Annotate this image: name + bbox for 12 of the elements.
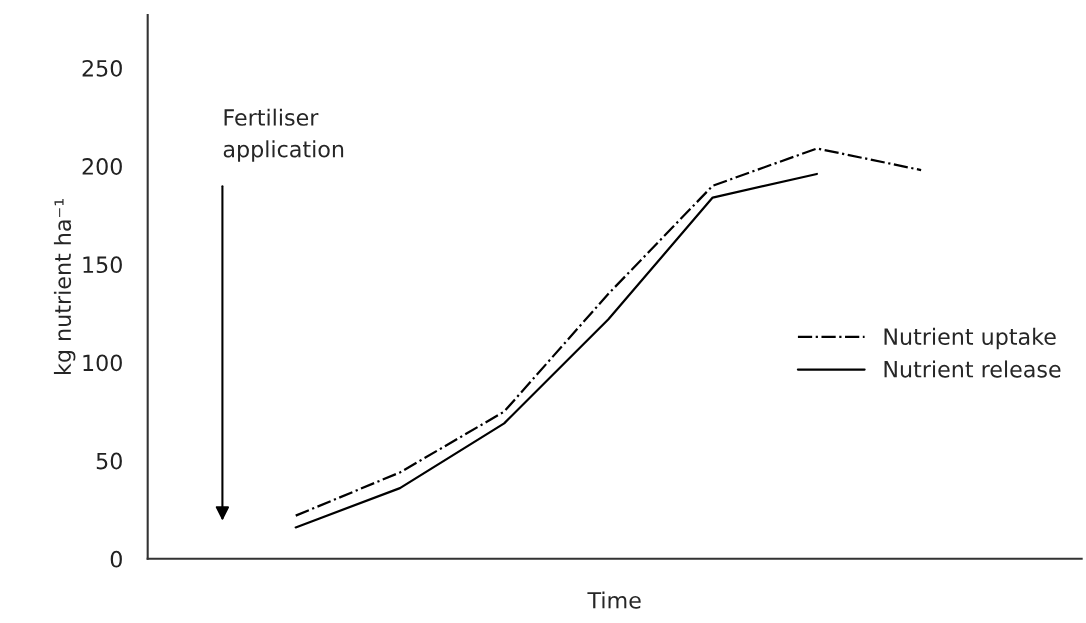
y-tick-label: 50 <box>96 452 122 470</box>
x-axis-title: Time <box>587 591 641 609</box>
annotation: Fertiliser application <box>223 108 344 162</box>
y-tick-label: 150 <box>83 256 122 274</box>
y-tick-label: 0 <box>110 550 122 568</box>
y-axis-title: kg nutrient ha⁻¹ <box>53 199 76 374</box>
legend-label: Nutrient uptake <box>884 327 1056 350</box>
line-series <box>294 172 819 529</box>
y-tick-label: 100 <box>83 354 122 372</box>
y-tick-label: 250 <box>82 59 122 77</box>
legend-label: Nutrient release <box>884 360 1061 378</box>
y-tick-label: 200 <box>82 158 122 175</box>
